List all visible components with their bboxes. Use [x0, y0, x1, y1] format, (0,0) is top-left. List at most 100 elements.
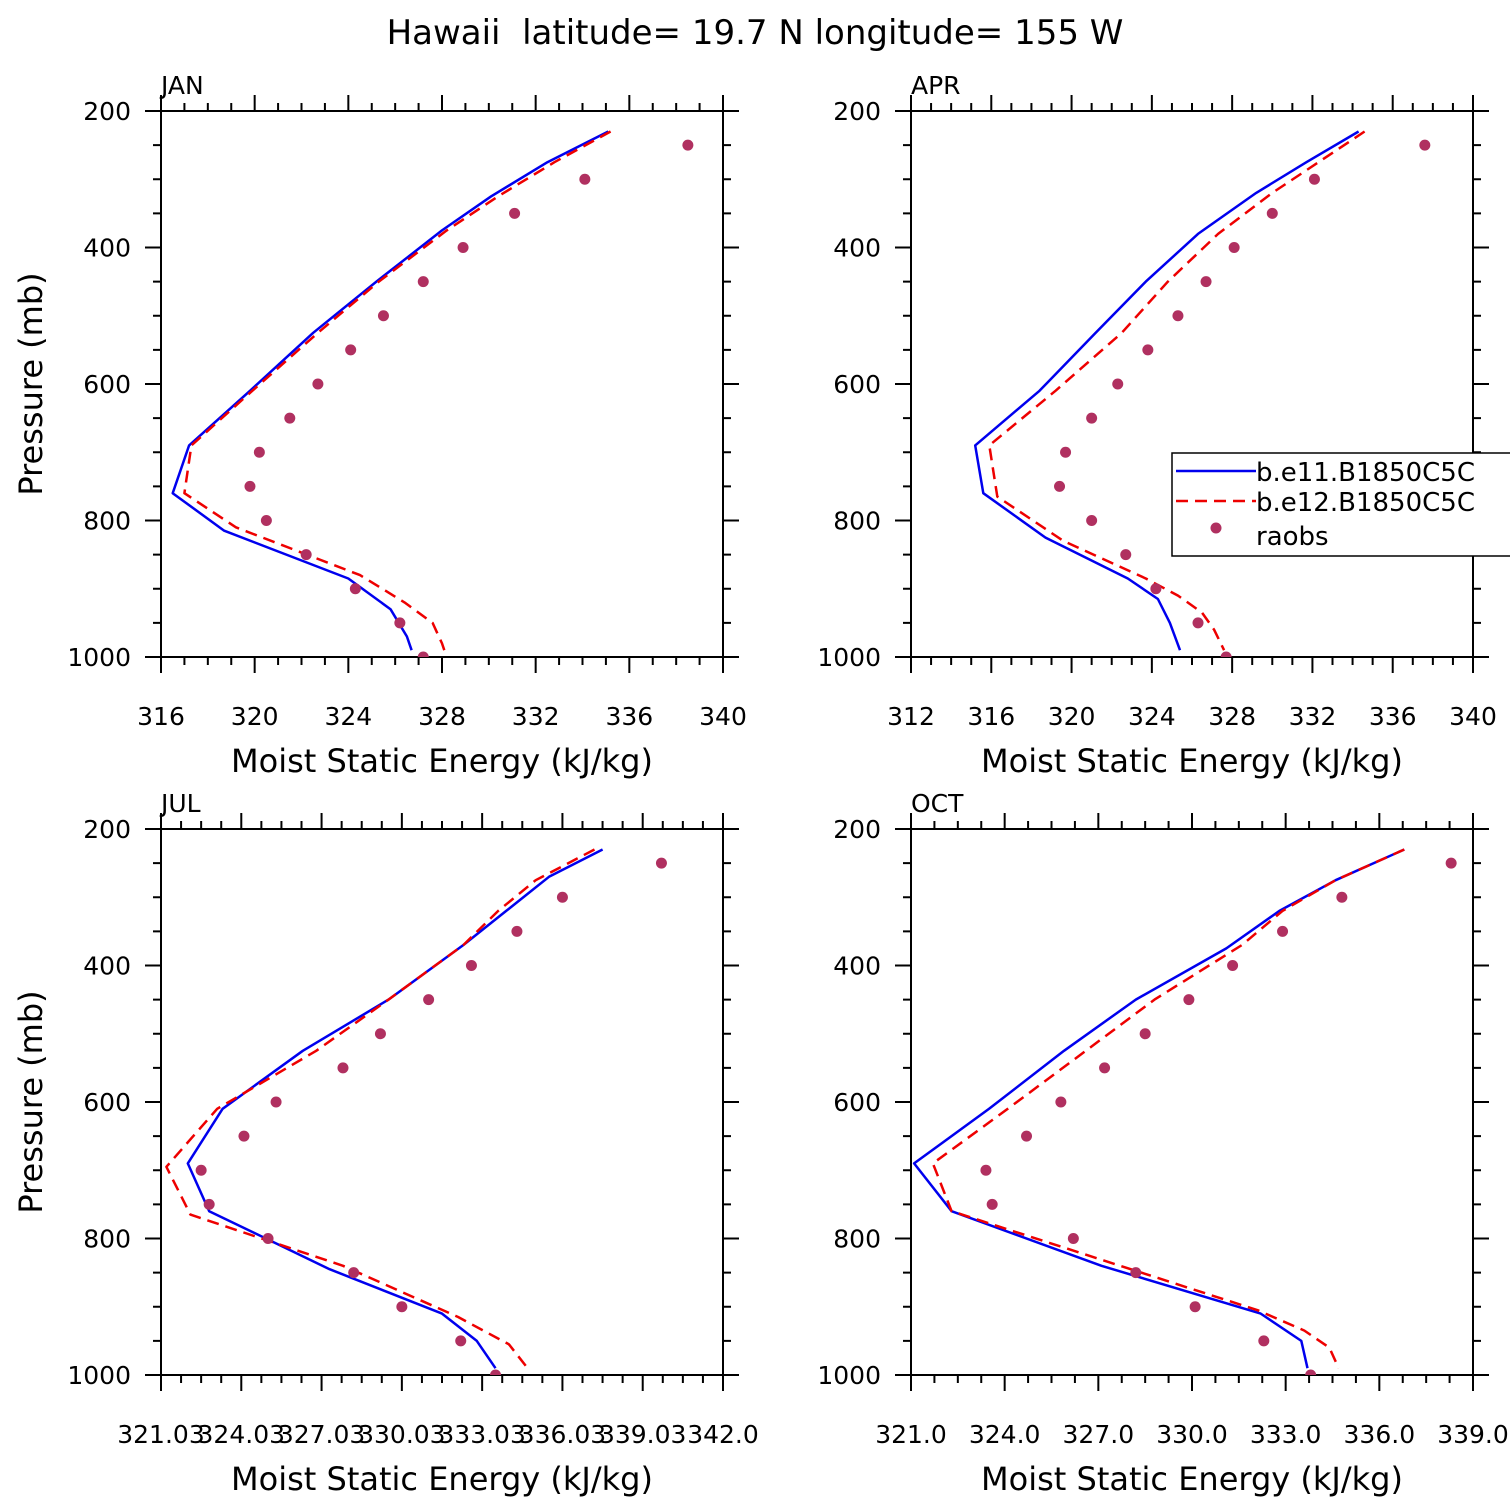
raobs-point	[1086, 515, 1098, 526]
raobs-point	[682, 139, 694, 151]
raobs-point	[374, 1028, 386, 1040]
x-tick-label: 333.03	[438, 1420, 525, 1449]
x-tick-label: 316	[137, 702, 185, 731]
y-tick-label: 200	[833, 97, 881, 126]
plot-frame	[910, 110, 1474, 658]
x-tick-label: 324	[1128, 702, 1176, 731]
raobs-point	[394, 617, 406, 629]
y-axis-label: Pressure (mb)	[12, 990, 50, 1213]
x-tick-label: 328	[418, 702, 466, 731]
x-tick-label: 324	[324, 702, 372, 731]
y-tick-label: 600	[83, 370, 131, 399]
x-tick-label: 330.0	[1156, 1420, 1228, 1449]
raobs-point	[1277, 925, 1289, 937]
y-tick-label: 1000	[817, 643, 881, 672]
raobs-point	[337, 1062, 349, 1074]
raobs-point	[465, 960, 477, 971]
x-tick-label: 336.0	[1344, 1420, 1416, 1449]
raobs-point	[284, 412, 296, 424]
raobs-point	[1200, 276, 1212, 288]
raobs-point	[490, 1369, 502, 1375]
raobs-point	[348, 1267, 360, 1279]
y-tick-label: 1000	[67, 1361, 131, 1390]
series-line-e11	[912, 848, 1405, 1369]
y-axis-label: Pressure (mb)	[12, 272, 50, 495]
raobs-point	[345, 344, 357, 356]
panel-label: JUL	[159, 789, 201, 818]
raobs-point	[300, 549, 312, 561]
y-tick-label: 800	[83, 1225, 131, 1254]
x-tick-label: 332	[1289, 702, 1337, 731]
x-tick-label: 332	[512, 702, 560, 731]
y-tick-label: 200	[83, 815, 131, 844]
x-axis-label: Moist Static Energy (kJ/kg)	[231, 1460, 653, 1498]
raobs-point	[1150, 583, 1162, 595]
raobs-point	[1336, 891, 1348, 903]
raobs-point	[203, 1198, 215, 1210]
raobs-point	[349, 583, 361, 595]
x-tick-label: 324.03	[198, 1420, 285, 1449]
raobs-point	[244, 480, 256, 492]
x-tick-label: 312	[887, 702, 935, 731]
raobs-point	[980, 1164, 992, 1176]
raobs-point	[457, 242, 469, 253]
y-tick-label: 400	[83, 234, 131, 263]
raobs-point	[655, 857, 667, 869]
x-axis-label: Moist Static Energy (kJ/kg)	[981, 1460, 1403, 1498]
raobs-point	[253, 446, 265, 458]
x-tick-label: 320	[231, 702, 279, 731]
raobs-point	[1192, 617, 1204, 629]
raobs-point	[423, 994, 435, 1006]
raobs-point	[1258, 1335, 1270, 1347]
raobs-point	[1060, 446, 1072, 458]
raobs-point	[1445, 857, 1457, 869]
series-line-e12	[165, 848, 596, 1369]
chart-panel-jan: 200 400 600 800 1000 316 320 324 328 332 336 340 Moi…	[12, 71, 747, 780]
panels: 200 400 600 800 1000 316 320 324 328 332 336 340 Moi…	[12, 71, 1510, 1498]
raobs-point	[1055, 1096, 1067, 1108]
y-tick-label: 600	[833, 1088, 881, 1117]
legend-label: raobs	[1256, 522, 1329, 552]
raobs-point	[417, 651, 429, 657]
raobs-point	[1228, 242, 1240, 253]
x-tick-label: 336.03	[519, 1420, 606, 1449]
raobs-point	[1130, 1267, 1142, 1279]
x-tick-label: 333.0	[1250, 1420, 1322, 1449]
chart-panel-oct: 200 400 600 800 1000 321.0 324.0 327.0 330.0 333.…	[817, 789, 1508, 1498]
raobs-point	[1054, 480, 1066, 492]
y-tick-label: 600	[83, 1088, 131, 1117]
legend-label: b.e12.B1850C5C	[1256, 488, 1475, 518]
y-tick-label: 400	[833, 234, 881, 263]
legend-swatch-raobs	[1210, 522, 1222, 534]
chart-panel-apr: 200 400 600 800 1000 312 316 320 324 328 332 336 340…	[817, 71, 1496, 780]
legend-label: b.e11.B1850C5C	[1256, 458, 1475, 488]
raobs-point	[262, 1233, 274, 1244]
raobs-point	[509, 207, 521, 219]
raobs-point	[1120, 549, 1132, 561]
raobs-point	[1086, 412, 1098, 424]
raobs-point	[270, 1096, 282, 1108]
raobs-point	[1067, 1233, 1079, 1244]
x-tick-label: 321.0	[875, 1420, 947, 1449]
y-tick-label: 600	[833, 370, 881, 399]
raobs-point	[1220, 651, 1232, 657]
series-group	[171, 130, 694, 657]
x-tick-label: 340	[1449, 702, 1497, 731]
x-tick-label: 336	[605, 702, 653, 731]
raobs-point	[1305, 1369, 1317, 1375]
series-group	[973, 130, 1431, 657]
raobs-point	[1183, 994, 1195, 1006]
raobs-point	[1189, 1301, 1201, 1313]
raobs-point	[1112, 378, 1124, 390]
y-tick-label: 200	[83, 97, 131, 126]
y-tick-label: 800	[833, 1225, 881, 1254]
raobs-point	[377, 310, 389, 322]
x-axis-label: Moist Static Energy (kJ/kg)	[231, 742, 653, 780]
x-axis-label: Moist Static Energy (kJ/kg)	[981, 742, 1403, 780]
plot-frame	[160, 110, 724, 658]
series-line-e11	[186, 848, 604, 1369]
raobs-point	[260, 515, 272, 526]
raobs-point	[417, 276, 429, 288]
raobs-point	[579, 173, 591, 185]
